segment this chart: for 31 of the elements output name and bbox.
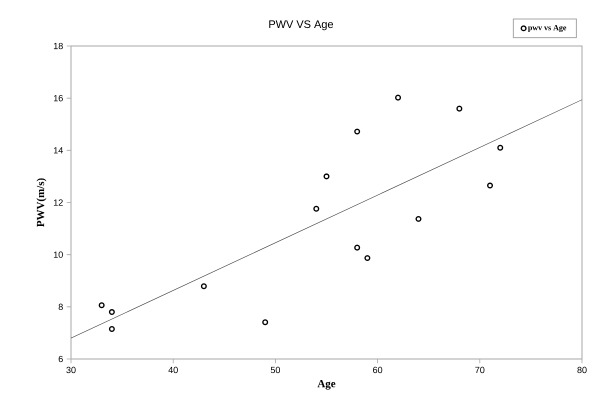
y-tick-label: 8	[58, 304, 63, 310]
point	[354, 244, 360, 251]
y-axis-title: PWV(m/s)	[36, 178, 46, 227]
point	[200, 283, 207, 290]
y-tick-label: 14	[54, 147, 63, 154]
x-tick-label: 80	[577, 366, 587, 374]
point	[324, 173, 330, 180]
y-tick-label: 16	[54, 94, 63, 102]
point	[364, 255, 370, 262]
point	[497, 144, 504, 151]
x-tick-label: 40	[168, 366, 178, 374]
y-tick-label: 18	[54, 42, 63, 50]
y-tick-label: 12	[54, 199, 63, 206]
point	[108, 326, 115, 332]
chart-title: PWV VS Age	[269, 20, 334, 30]
point	[487, 182, 494, 189]
y-tick-label: 10	[54, 251, 63, 258]
point	[262, 319, 268, 326]
point	[456, 106, 462, 112]
x-tick-label: 50	[270, 366, 280, 374]
y-tick-label: 6	[58, 356, 63, 362]
point	[395, 94, 402, 101]
x-axis-title: Age	[317, 380, 336, 390]
x-tick-label: 60	[373, 366, 382, 374]
point	[108, 309, 115, 316]
point	[98, 302, 105, 308]
x-tick-label: 30	[66, 366, 76, 374]
x-tick-label: 70	[475, 366, 484, 374]
point	[415, 216, 422, 222]
point	[354, 128, 360, 135]
point	[313, 206, 320, 212]
